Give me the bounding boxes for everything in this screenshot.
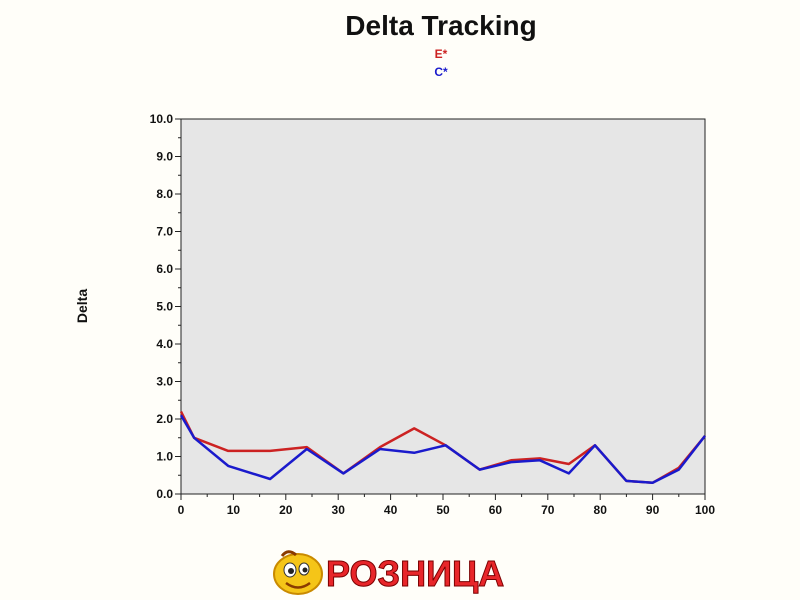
chart-title: Delta Tracking bbox=[345, 10, 536, 41]
y-tick-label: 3.0 bbox=[156, 375, 173, 389]
y-tick-label: 7.0 bbox=[156, 225, 173, 239]
y-tick-label: 5.0 bbox=[156, 300, 173, 314]
series-layer bbox=[179, 410, 706, 485]
y-tick-label: 9.0 bbox=[156, 150, 173, 164]
logo-text: РОЗНИЦА bbox=[326, 553, 504, 594]
y-axis-label: Delta bbox=[74, 289, 90, 323]
x-tick-label: 0 bbox=[178, 503, 185, 517]
x-tick-label: 10 bbox=[227, 503, 241, 517]
x-tick-label: 30 bbox=[332, 503, 346, 517]
x-axis: 0 10 20 30 40 50 60 70 80 90 100 bbox=[178, 494, 715, 517]
y-tick-label: 0.0 bbox=[156, 487, 173, 501]
x-tick-label: 60 bbox=[489, 503, 503, 517]
y-tick-label: 1.0 bbox=[156, 450, 173, 464]
mascot-icon bbox=[273, 550, 323, 595]
legend: E* C* bbox=[434, 47, 448, 79]
x-tick-label: 70 bbox=[541, 503, 555, 517]
y-tick-label: 2.0 bbox=[156, 412, 173, 426]
legend-entry-1: C* bbox=[434, 65, 448, 79]
y-tick-label: 6.0 bbox=[156, 262, 173, 276]
x-tick-label: 100 bbox=[695, 503, 715, 517]
x-tick-label: 90 bbox=[646, 503, 660, 517]
rozn-logo: РОЗНИЦА bbox=[273, 550, 505, 595]
plot-area bbox=[180, 118, 706, 495]
y-tick-label: 10.0 bbox=[150, 112, 174, 126]
y-tick-label: 8.0 bbox=[156, 187, 173, 201]
x-tick-label: 80 bbox=[594, 503, 608, 517]
y-axis: 0.0 1.0 2.0 3.0 4.0 5.0 6.0 7.0 8.0 9.0 10.0 bbox=[150, 112, 181, 501]
legend-entry-0: E* bbox=[435, 47, 448, 61]
series-line-1 bbox=[179, 414, 706, 485]
x-tick-label: 40 bbox=[384, 503, 398, 517]
y-tick-label: 4.0 bbox=[156, 337, 173, 351]
x-tick-label: 20 bbox=[279, 503, 293, 517]
x-tick-label: 50 bbox=[436, 503, 450, 517]
